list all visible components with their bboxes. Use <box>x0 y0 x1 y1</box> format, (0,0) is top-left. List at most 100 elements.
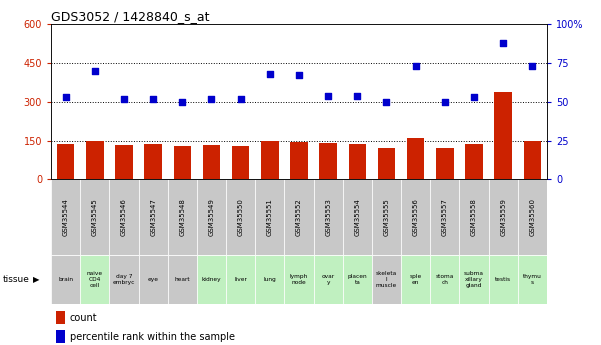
Bar <box>255 255 284 304</box>
Bar <box>430 179 459 255</box>
Bar <box>319 143 337 179</box>
Point <box>411 63 421 69</box>
Text: GSM35555: GSM35555 <box>383 198 389 236</box>
Text: GSM35549: GSM35549 <box>209 198 215 236</box>
Bar <box>168 255 197 304</box>
Bar <box>86 141 103 179</box>
Text: GSM35558: GSM35558 <box>471 198 477 236</box>
Bar <box>51 179 81 255</box>
Text: GSM35559: GSM35559 <box>500 198 506 236</box>
Text: count: count <box>70 313 97 323</box>
Text: GSM35548: GSM35548 <box>179 198 185 236</box>
Point <box>323 93 333 98</box>
Point <box>119 96 129 101</box>
Bar <box>372 255 401 304</box>
Bar <box>115 145 133 179</box>
Text: GSM35544: GSM35544 <box>63 198 69 236</box>
Point <box>440 99 450 105</box>
Bar <box>401 255 430 304</box>
Bar <box>261 141 279 179</box>
Text: GSM35547: GSM35547 <box>150 198 156 236</box>
Bar <box>232 146 249 179</box>
Bar <box>56 311 65 324</box>
Bar <box>81 255 109 304</box>
Bar <box>314 255 343 304</box>
Bar <box>139 179 168 255</box>
Bar <box>517 255 547 304</box>
Bar <box>226 179 255 255</box>
Text: testis: testis <box>495 277 511 282</box>
Text: heart: heart <box>174 277 190 282</box>
Point <box>148 96 158 101</box>
Bar <box>144 144 162 179</box>
Bar <box>290 142 308 179</box>
Bar <box>430 255 459 304</box>
Text: GSM35553: GSM35553 <box>325 198 331 236</box>
Bar <box>349 145 366 179</box>
Bar <box>489 255 517 304</box>
Bar <box>407 138 424 179</box>
Point <box>469 94 479 100</box>
Point <box>90 68 100 73</box>
Bar <box>489 179 517 255</box>
Text: kidney: kidney <box>202 277 221 282</box>
Bar <box>51 255 81 304</box>
Point <box>265 71 275 77</box>
Text: GSM35560: GSM35560 <box>529 198 535 236</box>
Bar <box>139 255 168 304</box>
Bar <box>523 141 541 179</box>
Text: GSM35551: GSM35551 <box>267 198 273 236</box>
Bar <box>465 144 483 179</box>
Point <box>207 96 216 101</box>
Bar <box>255 179 284 255</box>
Bar <box>378 148 395 179</box>
Text: placen
ta: placen ta <box>347 274 367 285</box>
Point <box>528 63 537 69</box>
Bar <box>197 179 226 255</box>
Bar <box>284 255 314 304</box>
Bar <box>314 179 343 255</box>
Text: GSM35546: GSM35546 <box>121 198 127 236</box>
Bar <box>57 145 75 179</box>
Text: brain: brain <box>58 277 73 282</box>
Text: percentile rank within the sample: percentile rank within the sample <box>70 332 235 342</box>
Text: GDS3052 / 1428840_s_at: GDS3052 / 1428840_s_at <box>51 10 210 23</box>
Text: sple
en: sple en <box>409 274 422 285</box>
Bar <box>168 179 197 255</box>
Bar <box>284 179 314 255</box>
Bar <box>56 330 65 343</box>
Bar <box>109 179 139 255</box>
Bar <box>372 179 401 255</box>
Text: GSM35552: GSM35552 <box>296 198 302 236</box>
Text: GSM35550: GSM35550 <box>237 198 243 236</box>
Text: GSM35557: GSM35557 <box>442 198 448 236</box>
Text: GSM35556: GSM35556 <box>413 198 419 236</box>
Bar <box>459 255 489 304</box>
Text: lymph
node: lymph node <box>290 274 308 285</box>
Text: eye: eye <box>148 277 159 282</box>
Text: liver: liver <box>234 277 247 282</box>
Point <box>236 96 245 101</box>
Bar <box>203 145 220 179</box>
Bar <box>401 179 430 255</box>
Bar <box>109 255 139 304</box>
Text: GSM35554: GSM35554 <box>355 198 361 236</box>
Bar <box>197 255 226 304</box>
Text: lung: lung <box>263 277 276 282</box>
Text: naive
CD4
cell: naive CD4 cell <box>87 271 103 288</box>
Text: tissue: tissue <box>3 275 30 284</box>
Bar <box>517 179 547 255</box>
Text: stoma
ch: stoma ch <box>436 274 454 285</box>
Text: skeleta
l
muscle: skeleta l muscle <box>376 271 397 288</box>
Text: ovar
y: ovar y <box>322 274 335 285</box>
Point <box>177 99 187 105</box>
Bar <box>174 146 191 179</box>
Point <box>382 99 391 105</box>
Text: day 7
embryc: day 7 embryc <box>113 274 135 285</box>
Point <box>353 93 362 98</box>
Bar <box>459 179 489 255</box>
Bar <box>343 255 372 304</box>
Text: GSM35545: GSM35545 <box>92 198 98 236</box>
Bar <box>81 179 109 255</box>
Point <box>61 94 70 100</box>
